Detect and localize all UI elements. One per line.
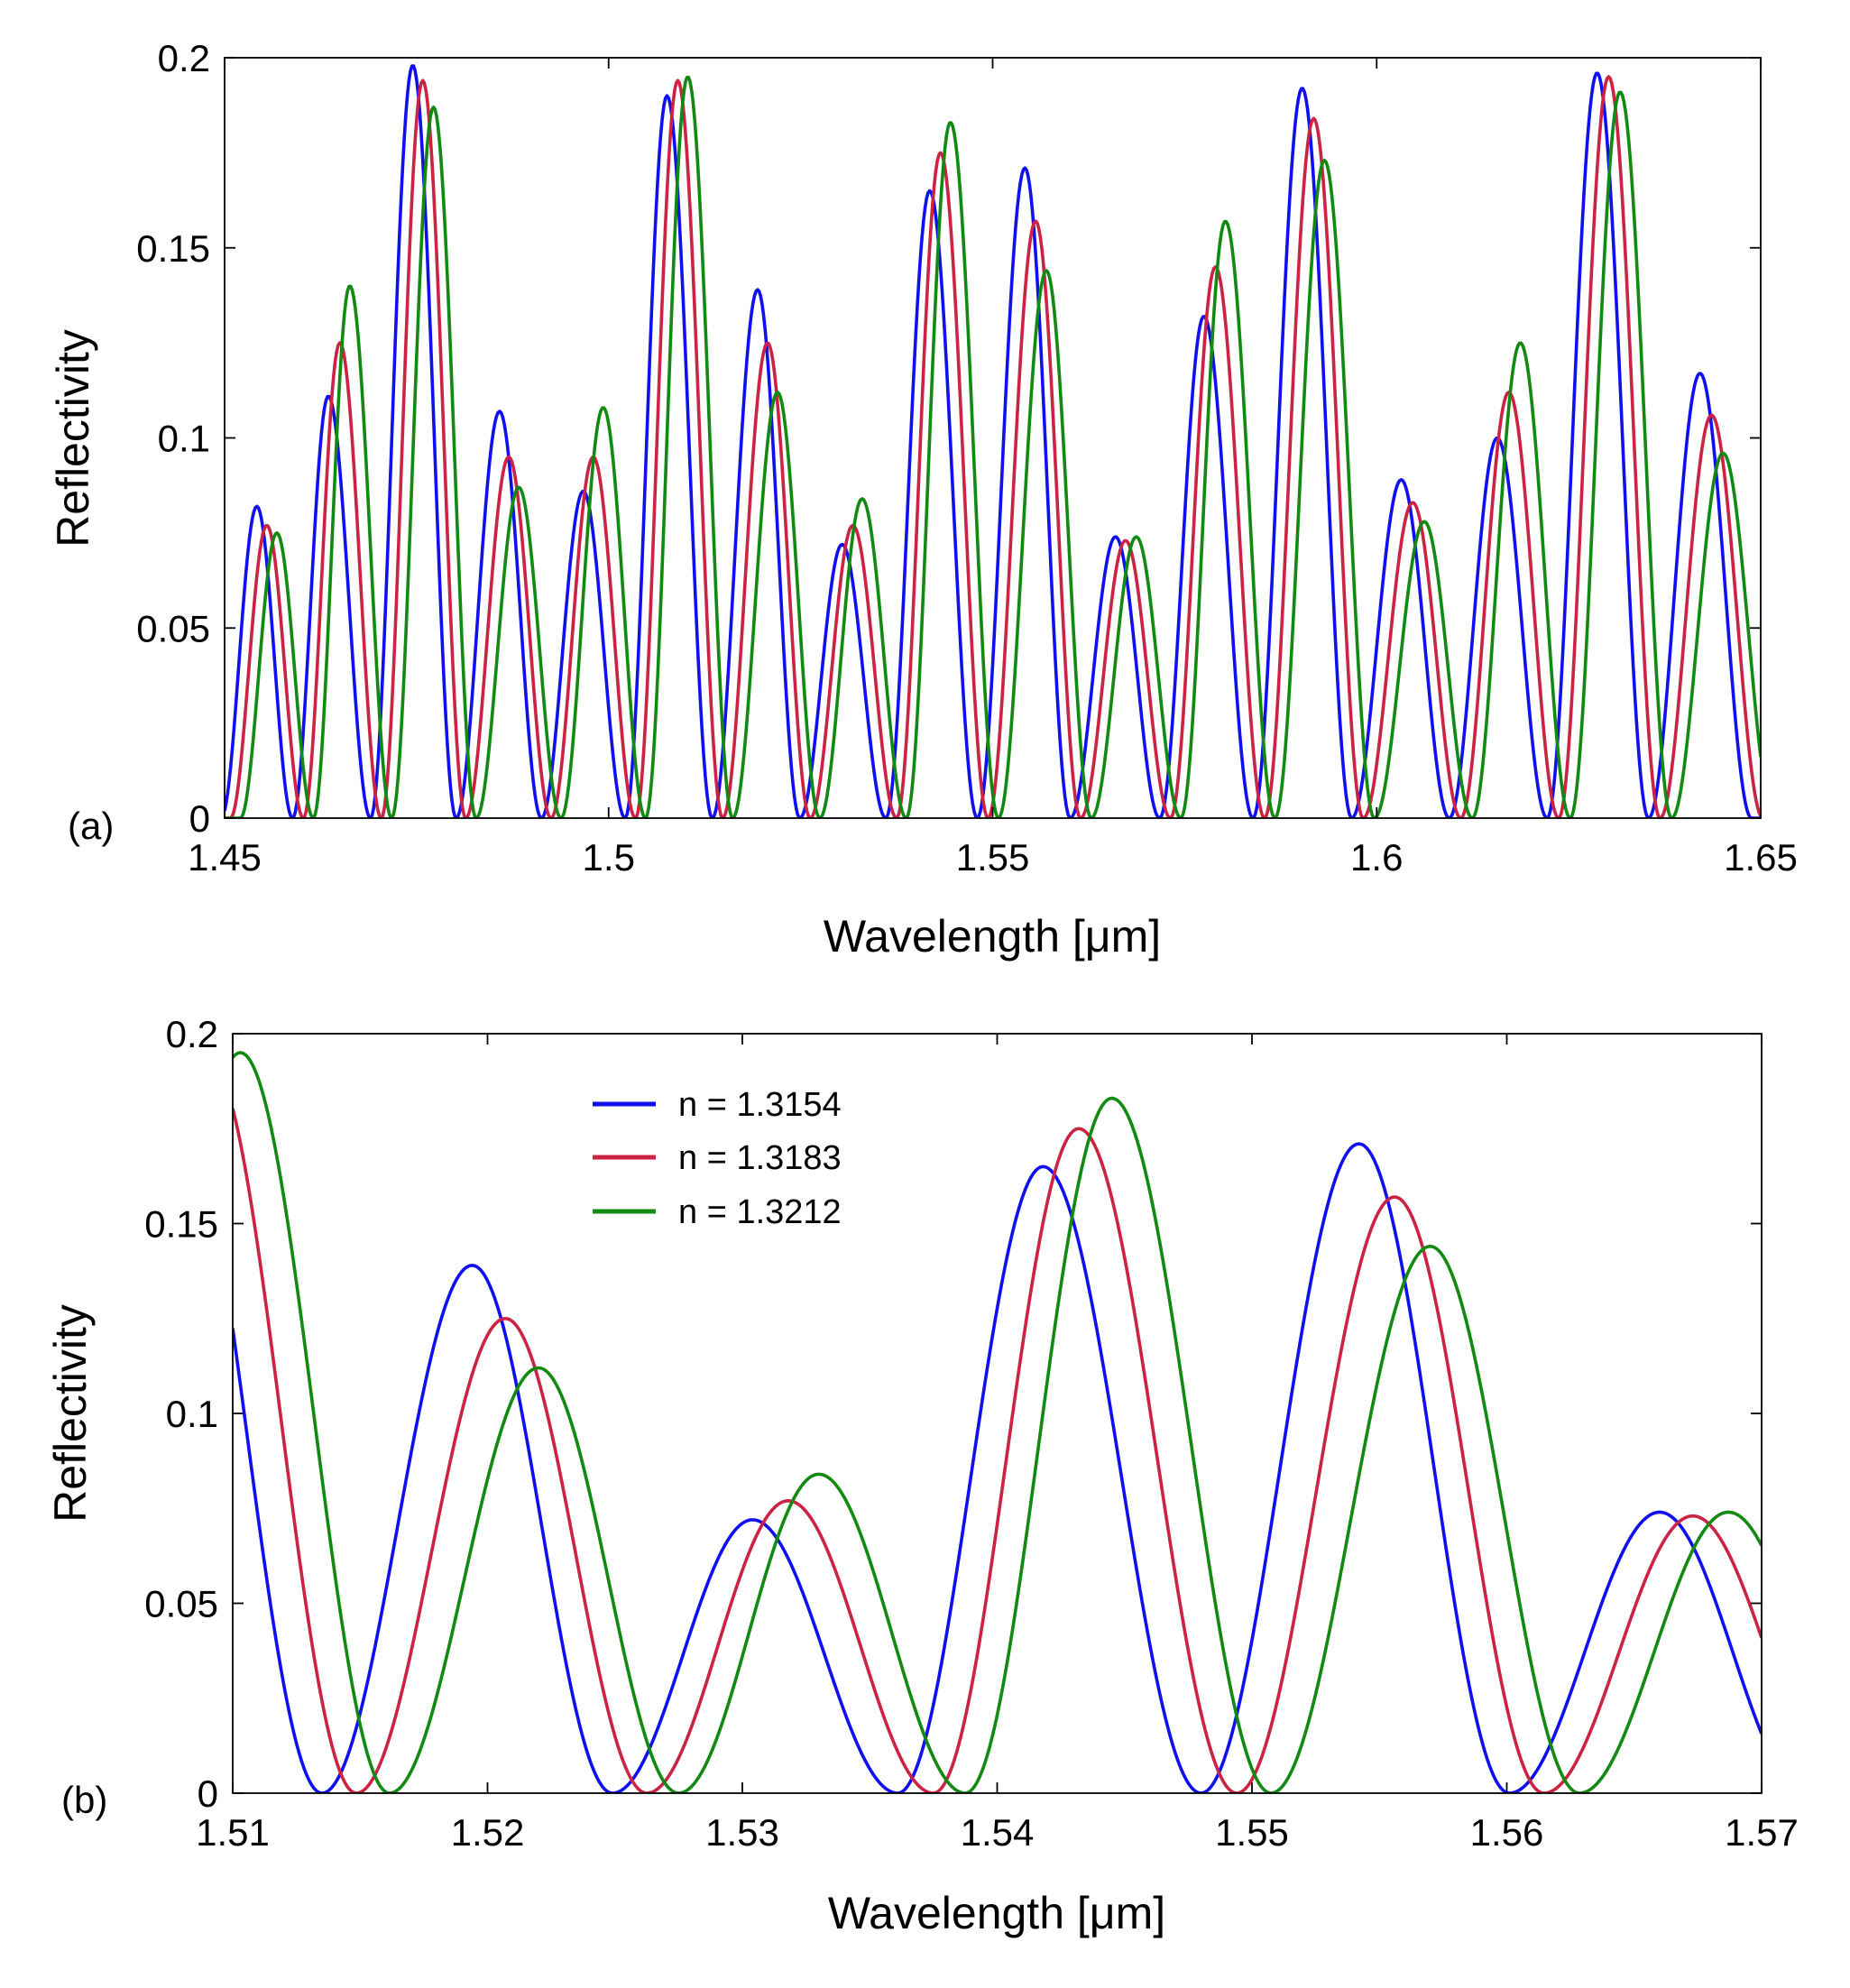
panel-b-ticks: 1.51 1.52 1.53 1.54 1.55 1.56 1.57 0 0.05 0.1 0.15… (144, 1013, 1799, 1854)
panel-b-y-tick-label: 0.2 (166, 1013, 218, 1055)
panel-a-y-tick-label: 0.05 (136, 607, 210, 649)
panel-b-series-line-2 (233, 1108, 1762, 1793)
panel-a-tag: (a) (68, 805, 114, 847)
panel-a-y-tick-label: 0.2 (158, 37, 210, 79)
panel-a-x-tick-label: 1.45 (188, 836, 262, 879)
panel-a: 1.45 1.5 1.55 1.6 1.65 0 0.05 0.1 0.15 0.2 Wavele… (48, 37, 1798, 962)
panel-b-y-tick-label: 0.15 (144, 1203, 218, 1246)
panel-b-x-tick-label: 1.54 (961, 1811, 1035, 1854)
panel-b-y-tick-label: 0.05 (144, 1583, 218, 1625)
legend-label-series-2: n = 1.3183 (678, 1139, 842, 1177)
panel-b-x-tick-label: 1.52 (451, 1811, 525, 1854)
panel-b-x-tick-label: 1.56 (1470, 1811, 1544, 1854)
panel-b-x-tick-label: 1.55 (1215, 1811, 1289, 1854)
panel-b-series-line-1 (233, 1142, 1762, 1793)
panel-a-x-tick-label: 1.5 (583, 836, 635, 879)
panel-a-y-axis-label: Reflectivity (48, 329, 98, 548)
panel-a-y-tick-label: 0 (189, 797, 210, 840)
panel-b-y-axis-label: Reflectivity (45, 1304, 96, 1523)
panel-a-x-tick-label: 1.6 (1350, 836, 1403, 879)
panel-a-y-tick-label: 0.15 (136, 227, 210, 270)
panel-b-series-group (233, 1051, 1762, 1793)
panel-a-y-tick-label: 0.1 (158, 418, 210, 460)
panel-b: 1.51 1.52 1.53 1.54 1.55 1.56 1.57 0 0.05 0.1 0.15… (45, 1013, 1799, 1938)
panel-a-x-tick-label: 1.65 (1724, 836, 1798, 879)
panel-b-y-tick-label: 0 (198, 1772, 218, 1815)
panel-a-x-tick-label: 1.55 (956, 836, 1030, 879)
panel-b-series-line-3 (233, 1051, 1762, 1793)
panel-b-tag: (b) (61, 1779, 107, 1821)
panel-a-x-axis-label: Wavelength [μm] (824, 911, 1161, 962)
panel-a-ticks: 1.45 1.5 1.55 1.6 1.65 0 0.05 0.1 0.15 0.2 (136, 37, 1798, 879)
panel-b-y-tick-label: 0.1 (166, 1393, 218, 1435)
panel-b-x-axis-label: Wavelength [μm] (828, 1888, 1165, 1938)
panel-a-series-line-3 (225, 75, 1761, 818)
panel-b-x-tick-label: 1.51 (196, 1811, 270, 1854)
legend: n = 1.3154 n = 1.3183 n = 1.3212 (593, 1086, 842, 1231)
legend-label-series-3: n = 1.3212 (678, 1193, 842, 1231)
legend-label-series-1: n = 1.3154 (678, 1086, 842, 1124)
panel-b-x-tick-label: 1.57 (1725, 1811, 1799, 1854)
panel-a-series-group (225, 64, 1761, 818)
panel-b-x-tick-label: 1.53 (705, 1811, 779, 1854)
